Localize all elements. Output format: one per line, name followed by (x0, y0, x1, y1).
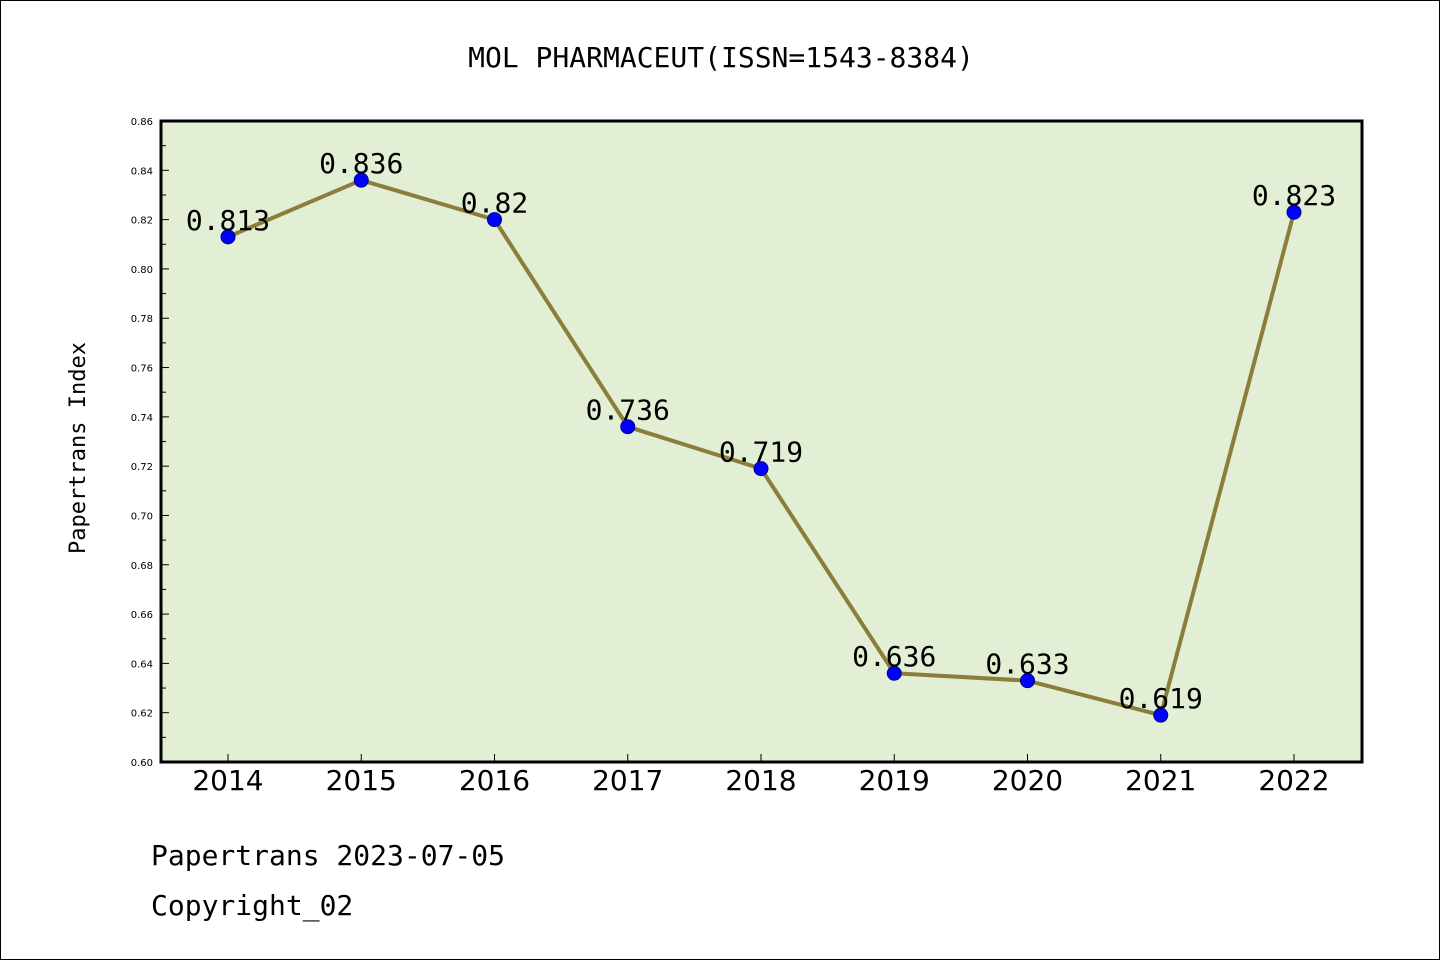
data-label: 0.813 (186, 204, 270, 237)
y-tick-label: 0.84 (131, 166, 153, 177)
data-label: 0.836 (319, 147, 403, 180)
x-tick-label: 2016 (459, 764, 530, 797)
data-point (1153, 707, 1169, 723)
data-point (886, 665, 902, 681)
y-tick-label: 0.86 (131, 117, 153, 128)
x-tick-label: 2021 (1125, 764, 1196, 797)
data-labels-group: 0.813 0.836 0.82 0.736 0.719 0.636 0.633 0.619 0… (186, 147, 1336, 715)
y-axis-label: Papertrans Index (66, 342, 91, 554)
y-tick-label: 0.62 (131, 709, 153, 720)
y-tick-label: 0.82 (131, 216, 153, 227)
data-point (753, 461, 769, 477)
data-label: 0.719 (719, 436, 803, 469)
data-point (1286, 204, 1302, 220)
data-points-group (220, 172, 1302, 723)
data-point (353, 172, 369, 188)
data-label: 0.633 (985, 648, 1069, 681)
y-tick-label: 0.78 (131, 314, 153, 325)
y-axis: 0.60 0.62 0.64 0.66 0.68 0.70 0.72 0.74 0.76 0.78… (131, 117, 169, 769)
data-point (620, 419, 636, 435)
footer-copyright: Copyright_02 (151, 889, 353, 923)
x-tick-label: 2020 (992, 764, 1063, 797)
y-tick-label: 0.60 (131, 758, 153, 769)
y-tick-label: 0.72 (131, 462, 153, 473)
data-point (220, 229, 236, 245)
y-tick-label: 0.76 (131, 364, 153, 375)
y-tick-label: 0.74 (131, 413, 153, 424)
footer-date: Papertrans 2023-07-05 (151, 839, 505, 872)
y-tick-label: 0.68 (131, 561, 153, 572)
x-tick-label: 2018 (725, 764, 796, 797)
y-tick-label: 0.64 (131, 659, 153, 670)
y-tick-label: 0.80 (131, 265, 153, 276)
x-tick-label: 2014 (192, 764, 263, 797)
x-tick-label: 2019 (859, 764, 930, 797)
x-tick-label: 2017 (592, 764, 663, 797)
data-label: 0.736 (586, 394, 670, 427)
x-axis: 2014 2015 2016 2017 2018 2019 2020 2021 2022 (192, 754, 1330, 797)
data-label: 0.823 (1252, 179, 1336, 212)
x-tick-label: 2022 (1258, 764, 1329, 797)
data-point (1020, 673, 1035, 689)
y-tick-label: 0.66 (131, 610, 153, 621)
x-tick-label: 2015 (326, 764, 397, 797)
data-point (487, 212, 502, 228)
data-label: 0.82 (461, 187, 528, 220)
chart-title: MOL PHARMACEUT(ISSN=1543-8384) (468, 41, 974, 74)
plot-area (159, 119, 1364, 764)
data-label: 0.619 (1119, 682, 1203, 715)
data-label: 0.636 (852, 640, 936, 673)
y-tick-label: 0.70 (131, 511, 153, 522)
